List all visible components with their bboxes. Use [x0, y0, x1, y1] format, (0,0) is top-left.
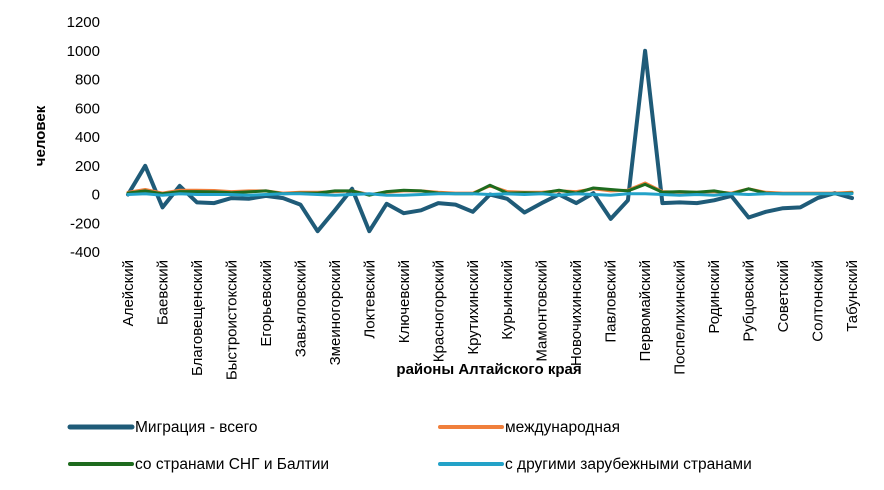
legend-item: Миграция - всего: [67, 419, 258, 436]
legend: Миграция - всего международная со странами…: [67, 419, 752, 473]
x-tick-label: Баевский: [155, 260, 172, 325]
y-tick-label: -400: [70, 244, 100, 261]
y-axis-ticks: -400 -200 0 200 400 600 800 1000 1200: [67, 14, 100, 261]
legend-label: с другими зарубежными странами: [505, 456, 752, 473]
x-tick-label: Крутихинский: [465, 260, 482, 355]
x-tick-label: Красногорский: [430, 260, 447, 362]
x-tick-label: Завьяловский: [292, 260, 309, 357]
x-tick-label: Павловский: [603, 260, 620, 343]
legend-label: Миграция - всего: [135, 419, 258, 436]
x-tick-label: Родинский: [706, 260, 723, 334]
x-tick-label: Первомайский: [637, 260, 654, 361]
x-tick-label: Быстроистокский: [223, 260, 240, 380]
series-line-4: [126, 192, 854, 197]
x-tick-label: Ключевский: [396, 260, 413, 343]
x-tick-label: Благовещенский: [189, 260, 206, 376]
legend-label: международная: [505, 419, 620, 436]
legend-label: со странами СНГ и Балтии: [135, 456, 329, 473]
x-axis-title: районы Алтайского края: [396, 361, 581, 378]
y-tick-label: 0: [92, 187, 100, 204]
y-tick-label: 400: [75, 129, 100, 146]
y-axis-title: человек: [32, 105, 49, 166]
x-tick-label: Новочихинский: [568, 260, 585, 366]
y-tick-label: 800: [75, 72, 100, 89]
y-tick-label: 1200: [67, 14, 100, 31]
x-tick-label: Локтевский: [361, 260, 378, 339]
series-line-1: [126, 48, 854, 234]
x-axis-ticks: Алейский Баевский Благовещенский Быстроисто…: [120, 260, 861, 380]
x-tick-label: Рубцовский: [741, 260, 758, 342]
legend-item: международная: [438, 419, 620, 436]
x-tick-label: Курьинский: [499, 260, 516, 340]
x-tick-label: Алейский: [120, 260, 137, 326]
x-tick-label: Егорьевский: [258, 260, 275, 347]
x-tick-label: Солтонский: [810, 260, 827, 342]
y-tick-label: -200: [70, 215, 100, 232]
y-tick-label: 200: [75, 158, 100, 175]
x-tick-label: Советский: [775, 260, 792, 332]
x-tick-label: Змеиногорский: [327, 260, 344, 365]
y-tick-label: 1000: [67, 43, 100, 60]
x-tick-label: Табунский: [844, 260, 861, 332]
x-tick-label: Мамонтовский: [534, 260, 551, 362]
x-tick-label: Поспелихинский: [672, 260, 689, 375]
legend-item: с другими зарубежными странами: [438, 456, 752, 473]
y-tick-label: 600: [75, 100, 100, 117]
legend-item: со странами СНГ и Балтии: [68, 456, 329, 473]
series-lines: [126, 48, 854, 234]
